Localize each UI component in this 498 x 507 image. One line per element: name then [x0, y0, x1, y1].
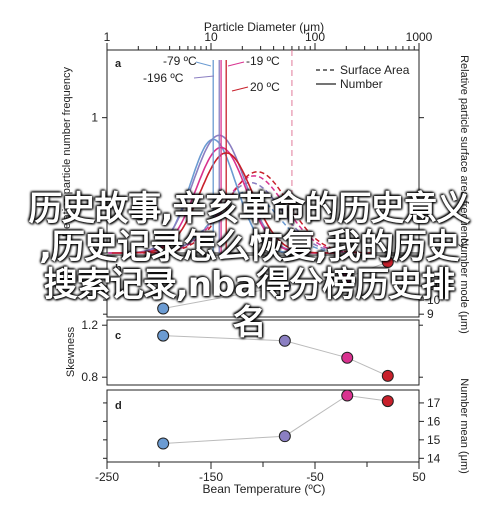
data-point — [381, 256, 394, 269]
y-tick-label: 10 — [427, 293, 441, 307]
trend-line — [163, 261, 388, 309]
panel-a-letter: a — [115, 58, 122, 70]
x-tick-label: -250 — [95, 470, 119, 484]
data-point — [278, 430, 291, 443]
legend-label-surface-area: Surface Area — [340, 63, 410, 77]
x-axis-ticks: -250 -150 -50 50 — [95, 462, 426, 484]
x-tick-label: -150 — [199, 470, 223, 484]
top-axis-title: Particle Diameter (μm) — [204, 20, 324, 34]
data-point — [157, 437, 170, 450]
panel-d-frame — [106, 389, 420, 463]
panel-d-marks: 14 15 16 17 — [103, 389, 441, 465]
leader-line-minus19 — [227, 61, 245, 67]
x-axis-title: Bean Temperature (ºC) — [203, 482, 326, 496]
panel-b-ylabel: Number mode (μm) — [458, 238, 470, 334]
data-point — [341, 389, 354, 402]
trend-line — [163, 335, 389, 377]
panel-c-marks: 0.8 1.2 — [81, 318, 423, 384]
y-tick-label: 14 — [427, 451, 441, 465]
data-point — [341, 351, 354, 364]
panel-a-y-ticks: 01 — [91, 111, 424, 260]
x-tick-label: 50 — [412, 470, 426, 484]
y-tick-label: 16 — [427, 414, 441, 428]
panel-c-letter: c — [115, 330, 121, 342]
panel-a-ylabel-right: Relative particle surface area frequency — [458, 55, 470, 249]
legend-label-number: Number — [340, 77, 383, 91]
top-tick-label: 100 — [305, 30, 325, 44]
leader-line-minus79 — [195, 61, 212, 67]
overlay-caption: 历史故事,辛亥革命的历史意义 ,历史记录怎么恢复,我的历史 搜索记录,nba得分… — [0, 190, 498, 342]
y-tick-label: 11 — [427, 279, 440, 293]
trend-line — [163, 394, 388, 444]
series-label-minus19: -19 ºC — [246, 54, 280, 68]
y-tick-label: 9 — [427, 307, 434, 321]
series-label-minus79: -79 ºC — [163, 54, 197, 68]
y-tick-label: 17 — [427, 396, 441, 410]
panel-d-ylabel: Number mean (μm) — [458, 378, 470, 474]
panel-a-y-tick-label: 0 — [91, 246, 98, 260]
data-point — [157, 329, 170, 342]
data-point — [381, 395, 394, 408]
y-tick-label: 15 — [427, 433, 441, 447]
panel-a-y-tick-label: 1 — [91, 111, 98, 125]
top-tick-label: 10 — [204, 30, 218, 44]
number-curves — [108, 60, 341, 254]
data-point — [278, 334, 291, 347]
x-tick-label: -50 — [306, 470, 324, 484]
y-tick-label: 1.2 — [81, 318, 98, 332]
data-point — [278, 280, 291, 292]
overlay-line-2: ,历史记录怎么恢复,我的历史 — [39, 227, 460, 267]
leader-line-minus196 — [193, 75, 215, 79]
overlay-line-3: 搜索记录,nba得分榜历史排 — [43, 265, 455, 305]
overlay-line-4: 名 — [232, 303, 267, 343]
y-tick-label: 0.8 — [81, 370, 98, 384]
top-tick-label: 1000 — [406, 30, 433, 44]
data-point — [381, 369, 394, 382]
leader-line-20 — [231, 86, 249, 92]
panel-c-frame — [106, 319, 420, 386]
top-tick-label: 1 — [104, 30, 111, 44]
panel-d-letter: d — [115, 400, 122, 412]
data-point — [157, 302, 170, 315]
panel-a-frame — [106, 49, 420, 254]
surface-area-curve — [139, 175, 369, 254]
panel-b-letter: b — [115, 263, 122, 275]
data-point — [341, 271, 354, 284]
overlay-line-1: 历史故事,辛亥革命的历史意义 — [28, 189, 471, 229]
series-label-20: 20 ºC — [250, 80, 280, 94]
panel-a-ylabel: Relative particle number frequency — [61, 67, 73, 237]
panel-c-ylabel: Skewness — [65, 326, 77, 377]
series-label-minus196: -196 ºC — [143, 71, 184, 85]
